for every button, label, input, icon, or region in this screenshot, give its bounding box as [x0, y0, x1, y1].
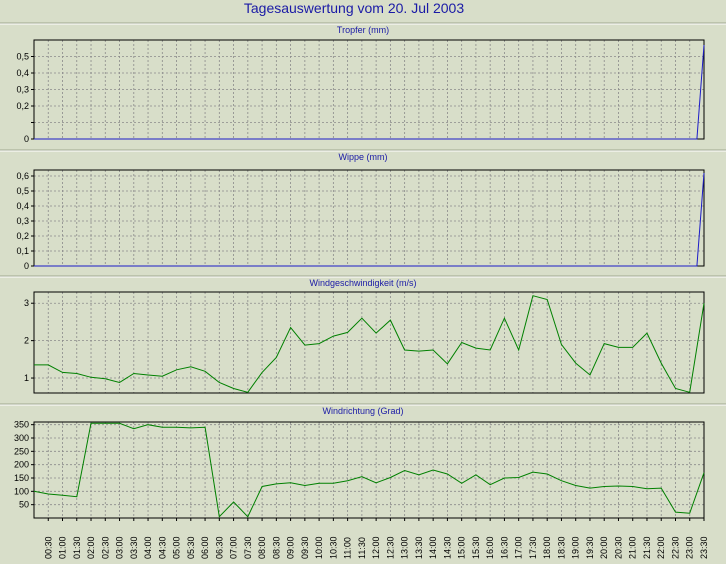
chart-panel-4: Windrichtung (Grad) 50 100 150 200 250 300 350 — [0, 403, 726, 519]
x-tick-label: 01:30 — [72, 536, 82, 559]
x-tick-label: 11:30 — [357, 537, 367, 559]
x-tick-label: 17:30 — [528, 536, 538, 559]
x-tick-label: 13:00 — [400, 536, 410, 559]
y-tick-label: 0,6 — [16, 171, 29, 181]
x-tick-label: 02:00 — [86, 536, 96, 559]
plot-frame — [33, 421, 705, 519]
y-tick-label: 0,3 — [16, 85, 29, 95]
x-tick-label: 04:00 — [143, 536, 153, 559]
series-line — [33, 422, 705, 518]
y-tick-label: 0 — [24, 261, 29, 271]
x-tick-label: 21:30 — [642, 536, 652, 559]
plot-area — [34, 422, 704, 518]
chart-panel-1: Tropfer (mm) 0 0,2 0,3 0,4 0,5 — [0, 22, 726, 144]
plot-area — [34, 292, 704, 393]
x-tick-label: 12:30 — [385, 536, 395, 559]
x-tick-label: 23:00 — [685, 536, 695, 559]
x-tick-label: 06:30 — [214, 536, 224, 559]
x-tick-label: 03:00 — [115, 536, 125, 559]
x-tick-label: 15:30 — [471, 536, 481, 559]
plot-area — [34, 170, 704, 266]
page-title: Tagesauswertung vom 20. Jul 2003 — [244, 0, 464, 16]
chart-panel-3: Windgeschwindigkeit (m/s) 1 2 3 — [0, 275, 726, 394]
y-tick-label: 0,3 — [16, 216, 29, 226]
y-tick-label: 3 — [24, 298, 29, 308]
x-tick-label: 22:00 — [656, 536, 666, 559]
y-tick-label: 0,2 — [16, 231, 29, 241]
panel-title: Wippe (mm) — [339, 152, 388, 162]
x-tick-label: 02:30 — [100, 536, 110, 559]
y-tick-label: 0,4 — [16, 201, 29, 211]
x-tick-label: 17:00 — [514, 536, 524, 559]
x-tick-label: 11:00 — [343, 537, 353, 559]
y-tick-label: 0,5 — [16, 186, 29, 196]
x-tick-label: 06:00 — [200, 536, 210, 559]
x-tick-label: 18:30 — [556, 536, 566, 559]
x-tick-label: 14:30 — [442, 536, 452, 559]
panel-title: Windgeschwindigkeit (m/s) — [309, 278, 416, 288]
x-tick-label: 19:00 — [571, 536, 581, 559]
x-tick-label: 03:30 — [129, 536, 139, 559]
x-tick-label: 20:30 — [613, 536, 623, 559]
x-tick-label: 22:30 — [670, 536, 680, 559]
x-tick-label: 07:30 — [243, 536, 253, 559]
x-tick-label: 19:30 — [585, 536, 595, 559]
x-tick-label: 23:30 — [699, 536, 709, 559]
series-line — [34, 172, 705, 267]
y-tick-label: 0,5 — [16, 52, 29, 62]
y-tick-label: 50 — [19, 500, 29, 510]
x-tick-label: 00:30 — [43, 536, 53, 559]
x-tick-label: 18:00 — [542, 536, 552, 559]
x-tick-label: 13:30 — [414, 536, 424, 559]
x-tick-label: 09:00 — [286, 536, 296, 559]
y-tick-label: 0 — [24, 134, 29, 144]
y-tick-label: 0,2 — [16, 101, 29, 111]
y-tick-label: 300 — [14, 433, 29, 443]
y-tick-label: 2 — [24, 336, 29, 346]
x-tick-label: 16:30 — [499, 536, 509, 559]
chart-panel-2: Wippe (mm) 0 0,1 0,2 0,3 0,4 0,5 0,6 — [0, 149, 726, 271]
x-tick-label: 04:30 — [157, 536, 167, 559]
x-tick-label: 05:00 — [172, 536, 182, 559]
series-line — [34, 44, 705, 140]
x-tick-label: 21:00 — [628, 536, 638, 559]
y-tick-label: 0,4 — [16, 68, 29, 78]
y-tick-label: 350 — [14, 420, 29, 430]
y-tick-label: 150 — [14, 473, 29, 483]
y-tick-label: 0,1 — [16, 246, 29, 256]
panel-title: Tropfer (mm) — [337, 25, 389, 35]
y-tick-label: 100 — [14, 486, 29, 496]
x-tick-label: 10:00 — [314, 536, 324, 559]
plot-area — [34, 40, 704, 139]
series-line — [34, 295, 705, 393]
x-tick-label: 10:30 — [328, 536, 338, 559]
x-tick-label: 15:00 — [457, 536, 467, 559]
chart-panels: Tropfer (mm) 0 0,2 0,3 0,4 0,5 Wippe (mm) 0 0,1 0… — [0, 22, 726, 559]
plot-frame — [33, 291, 705, 394]
panel-title: Windrichtung (Grad) — [322, 406, 403, 416]
x-tick-label: 05:30 — [186, 536, 196, 559]
x-tick-label: 08:30 — [271, 536, 281, 559]
x-tick-label: 14:00 — [428, 536, 438, 559]
x-tick-label: 07:00 — [229, 536, 239, 559]
x-tick-label: 01:00 — [58, 536, 68, 559]
x-tick-label: 08:00 — [257, 536, 267, 559]
y-tick-label: 200 — [14, 460, 29, 470]
x-tick-label: 20:00 — [599, 536, 609, 559]
x-tick-label: 09:30 — [300, 536, 310, 559]
y-tick-label: 250 — [14, 446, 29, 456]
x-tick-label: 16:00 — [485, 536, 495, 559]
x-tick-label: 12:00 — [371, 536, 381, 559]
y-tick-label: 1 — [24, 373, 29, 383]
